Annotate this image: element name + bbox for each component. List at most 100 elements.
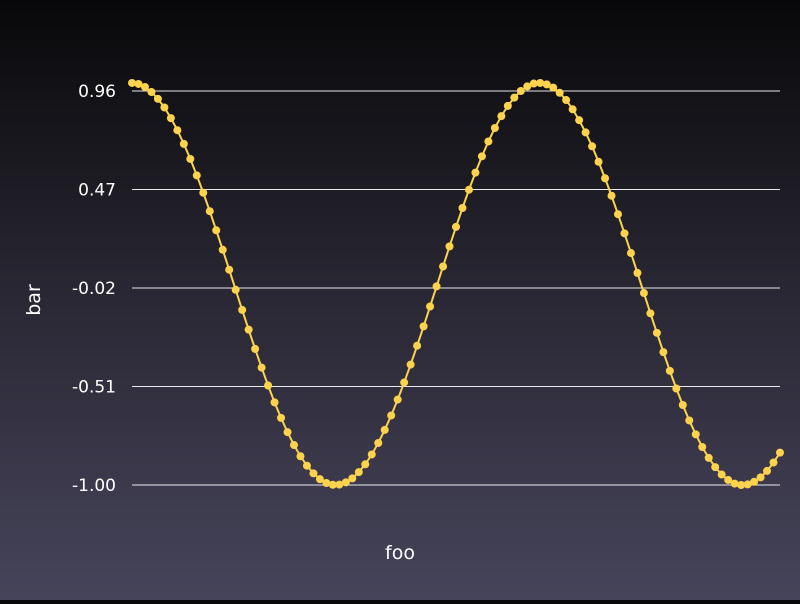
y-axis-label: bar: [23, 284, 45, 316]
data-point: [698, 443, 707, 452]
data-point: [426, 302, 435, 311]
data-point: [581, 128, 590, 137]
y-tick-labels: 0.96 0.47 -0.02 -0.51 -1.00: [72, 82, 116, 496]
data-point: [536, 78, 545, 87]
data-point: [134, 79, 143, 88]
data-point: [588, 142, 597, 151]
data-point: [432, 282, 441, 291]
data-point: [691, 430, 700, 439]
y-tick-label: -0.02: [72, 279, 116, 299]
data-point: [348, 474, 357, 483]
data-point: [750, 477, 759, 486]
data-point: [620, 229, 629, 238]
data-point: [160, 103, 169, 112]
data-point: [542, 80, 551, 89]
data-point: [335, 480, 344, 489]
data-point: [199, 188, 208, 197]
data-point: [685, 416, 694, 425]
data-point: [225, 265, 234, 274]
data-point: [400, 378, 409, 387]
data-point: [575, 116, 584, 125]
data-point: [763, 466, 772, 475]
data-point: [452, 222, 460, 231]
data-point: [212, 226, 221, 235]
data-point: [458, 203, 467, 212]
data-point: [516, 87, 525, 95]
data-point: [601, 174, 610, 183]
data-point: [652, 328, 661, 337]
data-point: [361, 460, 370, 469]
data-point: [302, 461, 311, 470]
data-point: [607, 191, 616, 200]
data-point: [315, 475, 324, 484]
data-point: [776, 448, 784, 457]
data-point: [166, 114, 175, 123]
data-point: [523, 82, 532, 91]
data-point: [665, 366, 674, 375]
data-point: [529, 79, 538, 88]
data-point: [309, 469, 318, 478]
data-point: [439, 262, 448, 271]
data-point: [464, 185, 473, 194]
x-axis-label: foo: [385, 542, 415, 564]
grid-lines: [132, 90, 780, 486]
data-point: [646, 309, 655, 318]
y-tick-label: -0.51: [72, 378, 116, 398]
data-point: [724, 475, 733, 484]
data-point: [290, 441, 298, 449]
data-point: [367, 450, 376, 459]
y-tick-label: -1.00: [72, 476, 116, 496]
data-point: [244, 325, 253, 334]
data-point: [147, 88, 156, 97]
data-point: [769, 458, 778, 467]
data-point: [633, 268, 642, 277]
data-point: [140, 82, 149, 91]
data-point: [614, 210, 622, 219]
data-point: [231, 285, 240, 294]
data-point: [277, 413, 286, 422]
data-point: [406, 360, 415, 369]
data-point: [678, 400, 687, 409]
data-point: [251, 344, 260, 353]
data-point: [568, 105, 577, 114]
data-point: [218, 245, 227, 254]
data-point: [322, 478, 331, 487]
data-point: [549, 83, 558, 92]
data-point: [639, 289, 648, 298]
data-point: [264, 381, 273, 390]
data-point: [672, 384, 681, 393]
data-point: [328, 480, 337, 489]
data-point: [717, 470, 726, 479]
data-point: [173, 126, 182, 135]
data-point: [387, 411, 396, 420]
data-point: [756, 473, 765, 482]
data-point: [393, 395, 402, 404]
data-point: [594, 157, 603, 166]
data-point: [743, 480, 752, 489]
data-point: [626, 249, 635, 258]
data-point: [730, 479, 739, 488]
data-point: [238, 305, 247, 314]
data-point: [283, 428, 292, 437]
data-point: [477, 152, 486, 161]
data-point: [419, 322, 428, 331]
data-point: [296, 452, 305, 461]
series-layer: [128, 78, 784, 489]
data-point: [484, 137, 493, 146]
data-point: [737, 481, 746, 489]
data-point: [179, 139, 188, 148]
data-point: [153, 94, 162, 103]
data-point: [354, 468, 363, 477]
data-point: [186, 154, 195, 163]
data-point: [374, 438, 383, 447]
data-point: [562, 96, 571, 105]
data-point: [510, 93, 519, 102]
data-point: [555, 88, 564, 97]
data-point: [205, 207, 214, 216]
data-point: [503, 101, 512, 110]
y-tick-label: 0.47: [78, 181, 116, 201]
data-point: [413, 341, 422, 350]
series-line: [131, 81, 781, 487]
